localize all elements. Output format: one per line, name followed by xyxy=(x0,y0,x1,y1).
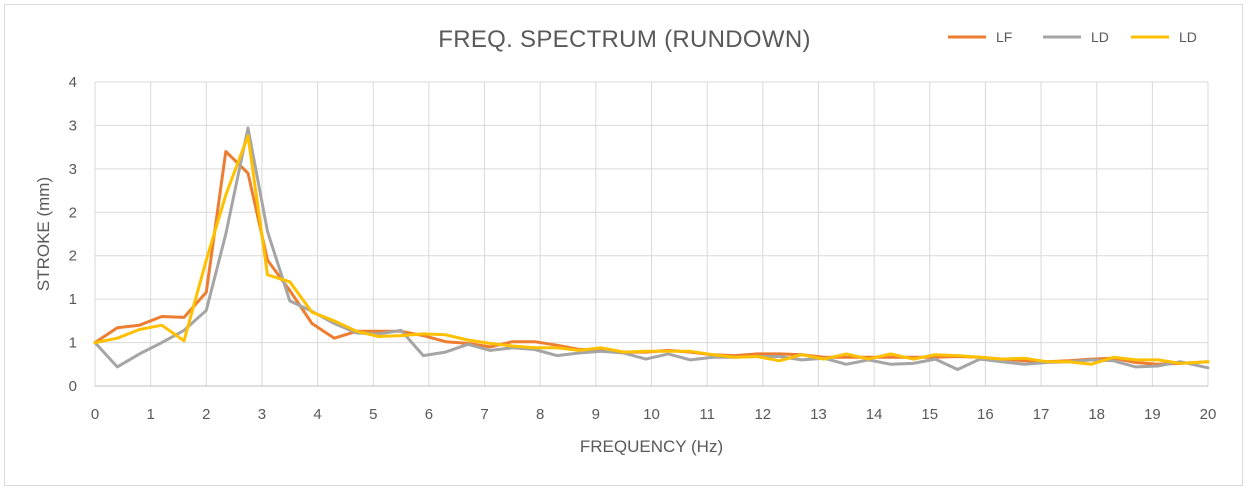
gridlines xyxy=(94,81,1209,387)
legend-label: LD xyxy=(1091,29,1109,45)
x-tick-label: 1 xyxy=(146,406,154,423)
x-tick-label: 17 xyxy=(1033,406,1050,423)
x-tick-label: 16 xyxy=(977,406,994,423)
x-tick-label: 3 xyxy=(258,406,266,423)
y-tick-label: 1 xyxy=(69,335,77,352)
x-tick-label: 5 xyxy=(369,406,377,423)
y-tick-label: 3 xyxy=(69,117,77,134)
x-tick-label: 13 xyxy=(810,406,827,423)
y-axis-title: STROKE (mm) xyxy=(34,177,53,291)
legend-label: LD xyxy=(1179,29,1197,45)
x-tick-label: 6 xyxy=(425,406,433,423)
y-tick-label: 3 xyxy=(69,161,77,178)
x-tick-label: 19 xyxy=(1144,406,1161,423)
x-tick-label: 14 xyxy=(866,406,883,423)
y-tick-label: 4 xyxy=(69,74,77,91)
series-line-3 xyxy=(93,134,1210,366)
y-axis-ticks: 0 1 1 2 2 3 3 4 xyxy=(69,74,77,395)
x-tick-label: 8 xyxy=(536,406,544,423)
x-tick-label: 12 xyxy=(754,406,771,423)
x-tick-label: 10 xyxy=(643,406,660,423)
x-tick-label: 11 xyxy=(699,406,715,423)
y-tick-label: 2 xyxy=(69,248,77,265)
chart-title: FREQ. SPECTRUM (RUNDOWN) xyxy=(438,26,811,53)
x-tick-label: 7 xyxy=(480,406,488,423)
x-tick-label: 9 xyxy=(592,406,600,423)
x-tick-label: 0 xyxy=(91,406,99,423)
series-lines xyxy=(93,126,1210,371)
series-line-2 xyxy=(93,126,1210,371)
x-tick-label: 15 xyxy=(921,406,938,423)
x-tick-label: 18 xyxy=(1088,406,1105,423)
y-tick-label: 1 xyxy=(69,291,77,308)
legend: LF LD LD xyxy=(948,29,1197,45)
y-tick-label: 0 xyxy=(69,378,77,395)
legend-label: LF xyxy=(996,29,1012,45)
y-tick-label: 2 xyxy=(69,204,77,221)
x-tick-label: 20 xyxy=(1200,406,1217,423)
x-axis-title: FREQUENCY (Hz) xyxy=(580,437,723,456)
x-tick-label: 4 xyxy=(313,406,321,423)
x-tick-label: 2 xyxy=(202,406,210,423)
x-axis-ticks: 0 1 2 3 4 5 6 7 8 9 10 11 12 13 14 15 16 17 18 19 20 xyxy=(91,406,1217,423)
